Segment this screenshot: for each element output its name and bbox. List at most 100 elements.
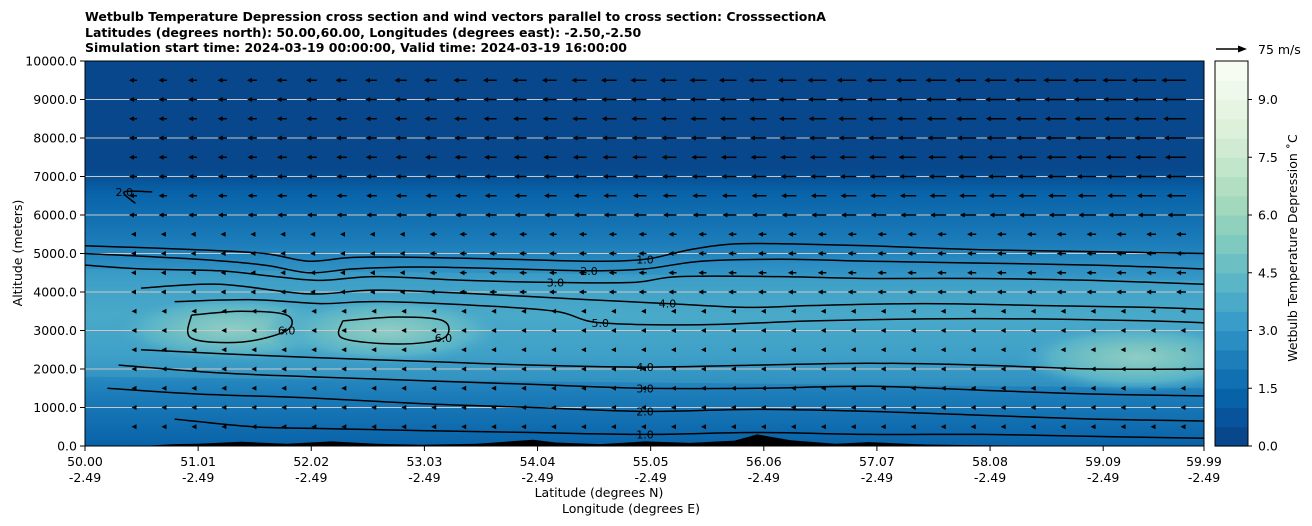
wind-vector bbox=[1056, 270, 1067, 276]
dry-regions bbox=[85, 268, 1204, 393]
x-tick-lon: -2.49 bbox=[974, 470, 1006, 485]
wind-vector bbox=[867, 116, 887, 122]
colorbar-tick-label: 1.5 bbox=[1258, 381, 1278, 396]
wind-vector bbox=[1026, 270, 1037, 276]
wind-vector bbox=[779, 116, 797, 122]
wind-vector bbox=[967, 231, 977, 237]
wind-vector bbox=[129, 193, 137, 199]
y-tick-label: 4000.0 bbox=[33, 285, 77, 300]
wind-vector bbox=[131, 366, 137, 372]
wind-vector bbox=[670, 424, 676, 430]
wind-vector bbox=[847, 231, 857, 237]
contour-1.0 bbox=[174, 418, 1204, 440]
colorbar-segment bbox=[1215, 234, 1248, 255]
wind-vector bbox=[970, 366, 976, 372]
contour-label: 2.0 bbox=[636, 405, 654, 418]
wind-vector bbox=[1090, 424, 1096, 430]
wind-vector bbox=[967, 251, 977, 256]
wind-vector bbox=[491, 347, 497, 353]
wind-vector bbox=[544, 193, 557, 199]
colorbar-segment bbox=[1215, 330, 1248, 351]
colorbar-tick-label: 3.0 bbox=[1258, 323, 1278, 338]
wind-vector bbox=[431, 385, 437, 391]
contour-4.0 bbox=[140, 283, 1204, 311]
wind-vector bbox=[1046, 154, 1067, 160]
contour-label: 3.0 bbox=[547, 276, 565, 289]
wind-vector bbox=[1043, 77, 1067, 83]
wind-vector bbox=[581, 405, 587, 410]
wind-vector bbox=[907, 289, 917, 295]
wind-vector bbox=[401, 405, 407, 410]
y-axis-label: Altitude (meters) bbox=[10, 200, 25, 307]
wind-vector bbox=[1026, 289, 1037, 295]
wind-vector bbox=[581, 328, 587, 333]
chart-title-line-1: Wetbulb Temperature Depression cross sec… bbox=[85, 9, 826, 24]
wind-vector bbox=[985, 116, 1007, 122]
wind-vector bbox=[1180, 347, 1186, 353]
wind-vector bbox=[371, 366, 377, 372]
wind-vector bbox=[305, 77, 317, 83]
wind-vector bbox=[276, 97, 287, 102]
wind-vector bbox=[1056, 289, 1067, 295]
wind-vector bbox=[970, 328, 976, 333]
wind-vector bbox=[371, 385, 377, 391]
wind-vector bbox=[668, 270, 677, 276]
wind-vector bbox=[310, 231, 316, 237]
wind-vector bbox=[633, 212, 647, 218]
wind-vector bbox=[809, 135, 827, 141]
wind-vector bbox=[1150, 385, 1156, 391]
wind-vector bbox=[251, 328, 257, 333]
wind-vector bbox=[512, 77, 527, 83]
wind-vector bbox=[1000, 405, 1006, 410]
y-tick-label: 1000.0 bbox=[33, 400, 77, 415]
wind-vector bbox=[158, 154, 167, 160]
contour-4.0 bbox=[140, 349, 1204, 371]
wind-vector bbox=[519, 231, 527, 237]
wind-vector bbox=[718, 77, 737, 83]
wind-vector bbox=[1013, 77, 1037, 83]
wind-vector bbox=[611, 308, 617, 314]
wind-vector bbox=[307, 212, 317, 218]
wind-vector bbox=[608, 231, 617, 237]
wind-vector bbox=[1060, 308, 1066, 314]
wind-vector bbox=[611, 405, 617, 410]
colorbar-tick-label: 0.0 bbox=[1258, 439, 1278, 454]
wind-vector bbox=[1150, 328, 1156, 333]
wind-vector bbox=[131, 251, 136, 256]
wind-vector bbox=[250, 289, 256, 295]
wind-vector bbox=[1163, 116, 1186, 122]
wind-vector bbox=[632, 154, 647, 160]
wind-vector bbox=[700, 347, 706, 353]
wind-vector bbox=[670, 366, 676, 372]
wind-vector bbox=[371, 308, 377, 314]
wind-vector bbox=[335, 97, 347, 102]
wind-vector bbox=[247, 154, 257, 160]
wind-vector bbox=[910, 424, 916, 430]
wind-vector bbox=[131, 405, 137, 410]
wind-vector bbox=[1136, 193, 1157, 199]
wind-vector bbox=[371, 328, 377, 333]
chart-title-line-3: Simulation start time: 2024-03-19 00:00:… bbox=[85, 40, 627, 55]
x-tick-lon: -2.49 bbox=[861, 470, 893, 485]
wind-vector bbox=[485, 212, 497, 218]
wind-vector bbox=[660, 97, 677, 102]
wind-vector bbox=[424, 154, 437, 160]
wind-vector bbox=[581, 347, 587, 353]
wind-vector bbox=[306, 135, 317, 141]
wind-vector bbox=[986, 135, 1007, 141]
wind-vector bbox=[880, 347, 886, 353]
wind-vector bbox=[217, 154, 227, 160]
wind-vector bbox=[988, 174, 1007, 179]
wind-vector bbox=[549, 251, 557, 256]
wind-vector bbox=[1017, 174, 1037, 179]
wind-vector bbox=[959, 212, 977, 218]
wind-vector bbox=[940, 366, 946, 372]
wind-vector bbox=[491, 385, 497, 391]
wind-vector bbox=[638, 231, 647, 237]
wind-vector bbox=[880, 424, 886, 430]
wind-vector bbox=[401, 366, 407, 372]
wind-vector bbox=[847, 251, 857, 256]
x-tick-lon: -2.49 bbox=[634, 470, 666, 485]
wind-vector bbox=[217, 97, 227, 102]
wind-vector bbox=[459, 231, 467, 237]
